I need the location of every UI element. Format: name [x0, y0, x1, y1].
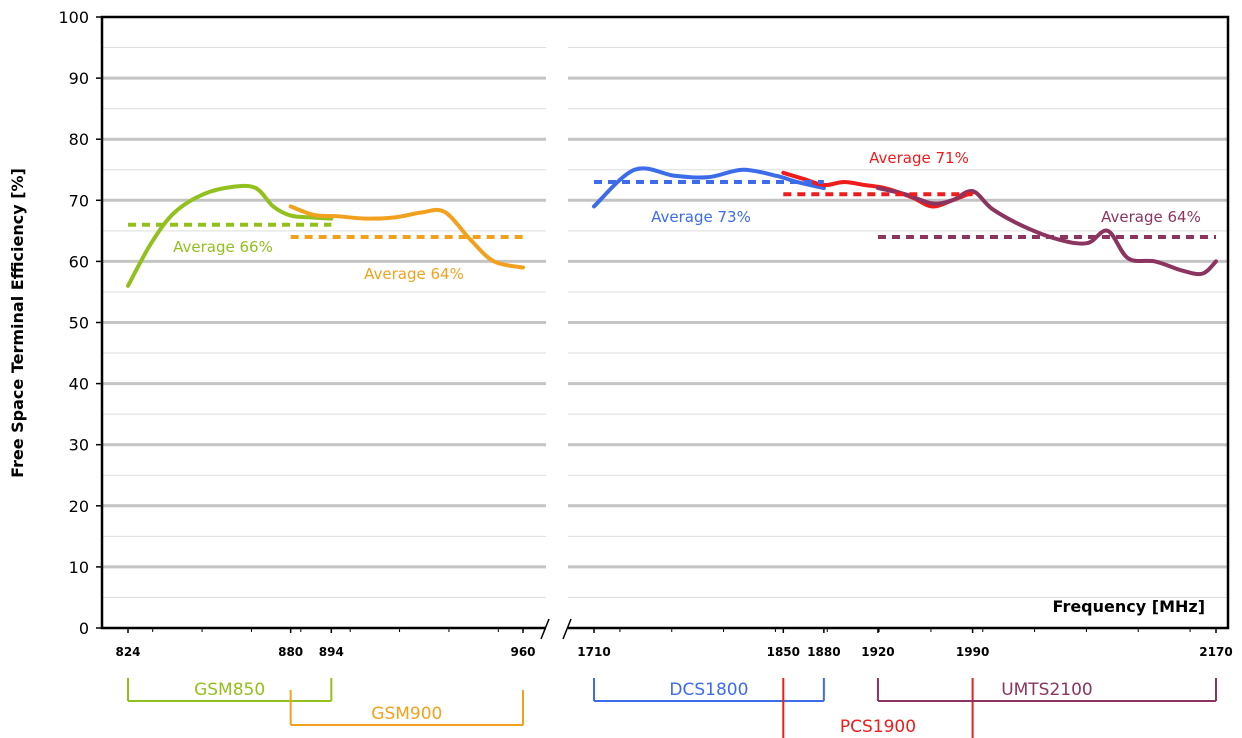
y-tick-label: 40: [69, 375, 89, 394]
x-tick-label: 1880: [807, 645, 840, 659]
series-line-4: [875, 186, 1218, 277]
x-tick-label: 960: [510, 645, 535, 659]
y-tick-label: 70: [69, 191, 89, 210]
band-label: UMTS2100: [1001, 680, 1093, 700]
y-tick-labels: 0 10 20 30 40 50 60 70 80 90 100: [58, 8, 102, 638]
band-label: GSM900: [371, 704, 442, 724]
average-label: Average 71%: [869, 149, 969, 167]
x-tick-label: 824: [115, 645, 140, 659]
x-tick-label: 894: [319, 645, 344, 659]
x-tick-labels: 824 880 894 960 1710 1850 1880 1920 1990 2170: [115, 628, 1233, 659]
band-brackets: GSM850 GSM900 DCS1800 PCS1900 UMTS2100: [127, 678, 1217, 738]
plot-frame: [100, 15, 1230, 640]
x-tick-label: 1850: [767, 645, 800, 659]
band-bracket-gsm850: GSM850: [127, 678, 333, 702]
y-tick-label: 50: [69, 314, 89, 333]
axis-break-gap: [546, 625, 568, 631]
grid-lines: [102, 47, 1228, 598]
y-tick-label: 30: [69, 436, 89, 455]
axis-break-mark: [562, 618, 572, 640]
y-tick-label: 20: [69, 497, 89, 516]
y-tick-label: 90: [69, 69, 89, 88]
y-axis-label: Free Space Terminal Efficiency [%]: [8, 168, 27, 478]
band-label: DCS1800: [669, 680, 748, 700]
average-lines: Average 66% Average 64% Average 73% Average…: [128, 149, 1216, 283]
x-tick-label: 880: [278, 645, 303, 659]
series-line-1: [288, 204, 525, 270]
band-label: PCS1900: [840, 717, 916, 737]
x-tick-label: 1990: [956, 645, 989, 659]
band-bracket-gsm900: GSM900: [289, 690, 524, 726]
y-tick-label: 60: [69, 252, 89, 271]
x-tick-label: 2170: [1199, 645, 1232, 659]
y-tick-label: 0: [79, 619, 89, 638]
y-tick-label: 80: [69, 130, 89, 149]
average-label: Average 64%: [1101, 208, 1201, 226]
y-tick-label: 10: [69, 558, 89, 577]
y-tick-label: 100: [58, 8, 89, 27]
x-tick-label: 1920: [861, 645, 894, 659]
band-label: GSM850: [194, 680, 265, 700]
average-label: Average 64%: [364, 265, 464, 283]
band-bracket-pcs1900: PCS1900: [782, 678, 974, 738]
band-bracket-dcs1800: DCS1800: [593, 678, 825, 702]
x-axis-label: Frequency [MHz]: [1053, 597, 1205, 616]
band-bracket-umts2100: UMTS2100: [876, 678, 1217, 702]
series-lines: [126, 166, 1218, 288]
x-tick-label: 1710: [577, 645, 610, 659]
average-label: Average 66%: [173, 238, 273, 256]
axis-break-mark: [540, 618, 550, 640]
average-label: Average 73%: [651, 208, 751, 226]
